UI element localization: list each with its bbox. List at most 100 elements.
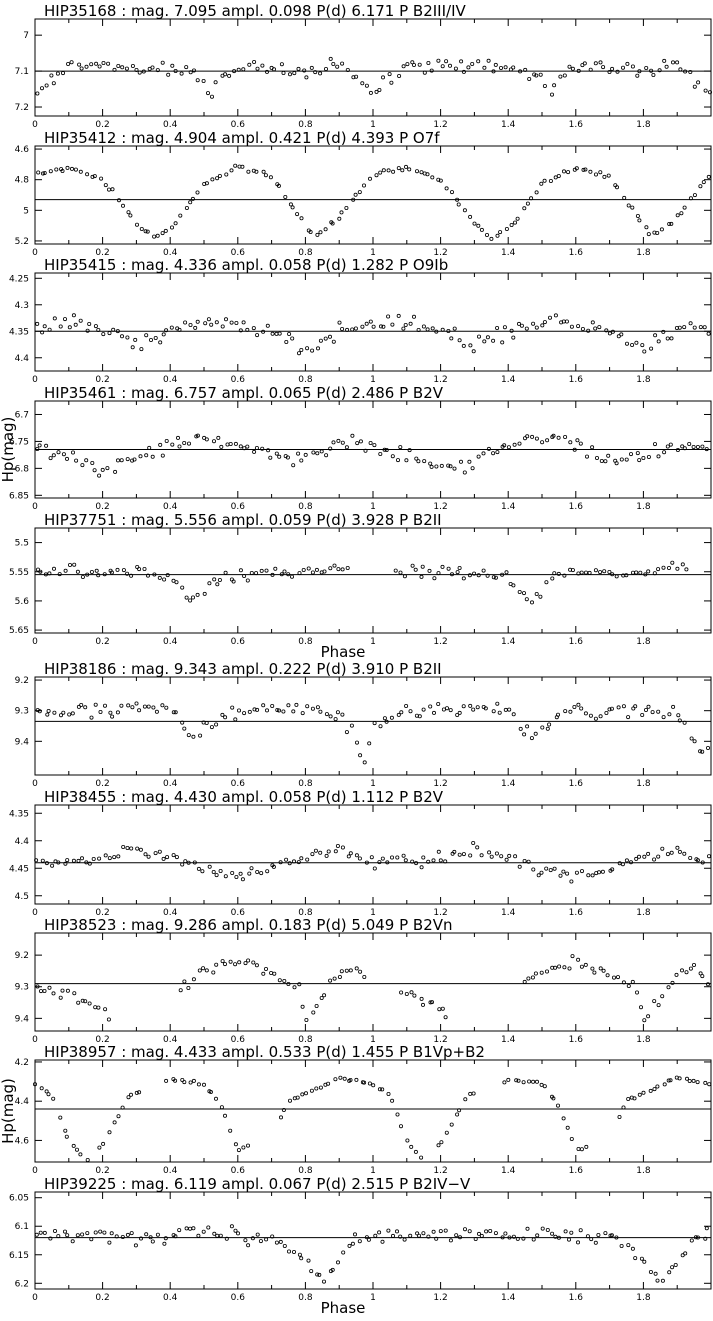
data-point <box>599 458 604 463</box>
data-point <box>143 229 148 234</box>
data-point <box>380 1087 385 1092</box>
data-point <box>652 999 657 1004</box>
data-point <box>458 459 463 464</box>
data-point <box>360 324 365 329</box>
data-point <box>51 81 56 86</box>
data-point <box>661 715 666 720</box>
data-point <box>434 464 439 469</box>
data-point <box>92 468 97 473</box>
data-point <box>402 574 407 579</box>
data-point <box>525 724 530 729</box>
data-point <box>407 448 412 453</box>
data-point <box>436 1143 441 1148</box>
data-point <box>233 1142 238 1147</box>
data-point <box>142 567 147 572</box>
data-point <box>593 568 598 573</box>
x-tick-label: 0.8 <box>298 502 313 512</box>
data-point <box>80 463 85 468</box>
data-point <box>322 993 327 998</box>
data-point <box>142 704 147 709</box>
data-point <box>653 333 658 338</box>
data-point <box>50 863 55 868</box>
data-point <box>43 572 48 577</box>
data-point <box>195 190 200 195</box>
data-point <box>448 708 453 713</box>
data-point <box>668 442 673 447</box>
data-point <box>646 569 651 574</box>
data-point <box>587 570 592 575</box>
data-point <box>129 573 134 578</box>
x-tick-label: 1.2 <box>433 502 447 512</box>
data-point <box>521 1080 526 1085</box>
data-point <box>704 447 709 452</box>
data-point <box>317 1272 322 1277</box>
data-point <box>688 856 693 861</box>
data-point <box>255 870 260 875</box>
data-point <box>682 720 687 725</box>
data-point <box>357 1239 362 1244</box>
data-point <box>518 69 523 74</box>
data-point <box>113 469 118 474</box>
data-point <box>539 870 544 875</box>
data-point <box>698 325 703 330</box>
data-point <box>116 854 121 859</box>
data-point <box>333 1077 338 1082</box>
data-point <box>228 441 233 446</box>
data-point <box>384 447 389 452</box>
data-point <box>207 581 212 586</box>
data-point <box>629 452 634 457</box>
data-point <box>137 70 142 75</box>
x-tick-label: 1 <box>370 248 376 258</box>
data-point <box>572 447 577 452</box>
data-point <box>83 705 88 710</box>
y-tick-label: 4.35 <box>9 327 29 337</box>
data-point <box>491 338 496 343</box>
data-point <box>691 444 696 449</box>
data-point <box>368 440 373 445</box>
data-point <box>671 704 676 709</box>
data-point <box>696 80 701 85</box>
data-point <box>324 712 329 717</box>
data-point <box>637 218 642 223</box>
data-point <box>63 1128 68 1133</box>
data-point <box>561 1116 566 1121</box>
x-tick-label: 1.4 <box>501 502 516 512</box>
data-point <box>277 454 282 459</box>
data-point <box>535 1233 540 1238</box>
data-point <box>283 194 288 199</box>
data-point <box>619 457 624 462</box>
data-point <box>634 856 639 861</box>
data-point <box>233 163 238 168</box>
data-point <box>616 705 621 710</box>
data-point <box>195 78 200 83</box>
data-point <box>261 329 266 334</box>
data-point <box>336 567 341 572</box>
plot-frame <box>34 272 712 372</box>
y-tick-label: 5.55 <box>9 568 29 578</box>
data-point <box>89 1237 94 1242</box>
data-point <box>152 234 157 239</box>
y-tick-label: 4.45 <box>9 864 29 874</box>
data-point <box>534 73 539 78</box>
x-tick-label: 1.6 <box>569 1166 584 1176</box>
data-point <box>586 873 591 878</box>
y-tick-label: 6.75 <box>9 437 29 447</box>
data-point <box>514 1078 519 1083</box>
data-point <box>212 577 217 582</box>
data-point <box>616 975 621 980</box>
data-point <box>656 454 661 459</box>
data-point <box>649 68 654 73</box>
data-point <box>509 328 514 333</box>
data-point <box>533 971 538 976</box>
data-point <box>85 172 90 177</box>
data-point <box>431 1229 436 1234</box>
data-point <box>260 446 265 451</box>
data-point <box>352 1232 357 1237</box>
data-point <box>390 1233 395 1238</box>
data-point <box>378 324 383 329</box>
data-point <box>468 853 473 858</box>
data-point <box>640 343 645 348</box>
data-point <box>621 980 626 985</box>
data-point <box>264 568 269 573</box>
data-point <box>607 331 612 336</box>
